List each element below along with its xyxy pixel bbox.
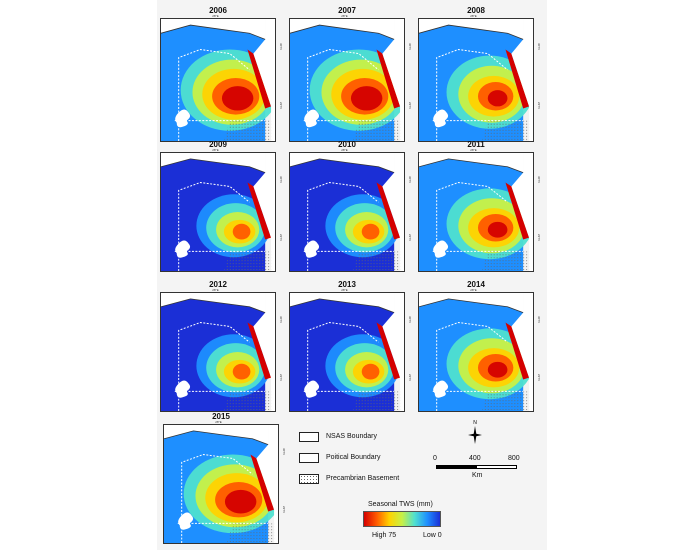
tws-map — [160, 152, 276, 272]
precambrian-basement-label: Precambrian Basement — [326, 475, 400, 482]
tws-map — [160, 18, 276, 142]
scale-bar-white — [476, 465, 517, 469]
tws-surface — [419, 293, 533, 411]
tws-map — [163, 424, 279, 544]
colorbar-high-label: High 75 — [372, 532, 397, 539]
tws-surface — [161, 19, 275, 141]
tws-surface — [290, 153, 404, 271]
tws-map — [160, 292, 276, 412]
scale-tick-400: 400 — [469, 455, 481, 462]
map-panel-2012: 2012 28°E 30°N 22°N — [160, 280, 283, 412]
lon-label: 28°E — [341, 14, 348, 18]
panel-year: 2014 — [467, 280, 485, 289]
political-boundary-swatch — [299, 453, 319, 463]
tws-surface — [290, 293, 404, 411]
lon-label: 28°E — [212, 288, 219, 292]
map-panel-2015: 2015 28°E 30°N 22°N — [163, 412, 286, 544]
tws-surface — [419, 153, 533, 271]
panel-year: 2013 — [338, 280, 356, 289]
lat-label-north: 30°N — [279, 176, 283, 183]
map-panel-2009: 2009 28°E 30°N 22°N — [160, 140, 283, 272]
scale-tick-0: 0 — [433, 455, 437, 462]
lon-label: 28°E — [215, 420, 222, 424]
scale-tick-800: 800 — [508, 455, 520, 462]
tws-map — [289, 18, 405, 142]
lat-label-south: 22°N — [408, 373, 412, 381]
tws-map — [418, 292, 534, 412]
panel-year: 2009 — [209, 140, 227, 149]
lat-label-south: 22°N — [537, 102, 541, 110]
scale-unit: Km — [472, 472, 483, 479]
tws-map — [289, 292, 405, 412]
map-panel-2014: 2014 28°E 30°N 22°N — [418, 280, 541, 412]
nsas-boundary-swatch — [299, 432, 319, 442]
nsas-boundary-label: NSAS Boundary — [326, 433, 377, 440]
lon-label: 28°E — [470, 14, 477, 18]
lat-label-south: 22°N — [279, 373, 283, 381]
lat-label-south: 22°N — [537, 233, 541, 241]
map-panel-2007: 2007 28°E 30°N 22°N — [289, 6, 412, 142]
lat-label-south: 22°N — [279, 233, 283, 241]
lat-label-south: 22°N — [282, 505, 286, 513]
colorbar — [363, 511, 441, 527]
map-panel-2008: 2008 28°E 30°N 22°N — [418, 6, 541, 142]
lat-label-north: 30°N — [279, 42, 283, 50]
map-panel-2006: 2006 28°E 30°N 22°N — [160, 6, 283, 142]
tws-map — [418, 152, 534, 272]
panel-year: 2008 — [467, 6, 485, 15]
map-panel-2010: 2010 28°E 30°N 22°N — [289, 140, 412, 272]
lat-label-north: 30°N — [537, 176, 541, 183]
panel-year: 2007 — [338, 6, 356, 15]
lon-label: 28°E — [341, 288, 348, 292]
lat-label-south: 22°N — [408, 233, 412, 241]
lon-label: 28°E — [341, 148, 348, 152]
lon-label: 28°E — [470, 288, 477, 292]
lat-label-south: 22°N — [279, 102, 283, 110]
north-label: N — [473, 420, 477, 426]
tws-surface — [161, 153, 275, 271]
lon-label: 28°E — [470, 148, 477, 152]
map-panel-2011: 2011 28°E 30°N 22°N — [418, 140, 541, 272]
lat-label-north: 30°N — [282, 448, 286, 455]
colorbar-title: Seasonal TWS (mm) — [368, 501, 433, 508]
lat-label-north: 30°N — [279, 316, 283, 323]
panel-year: 2015 — [212, 412, 230, 421]
precambrian-basement-swatch — [299, 474, 319, 484]
scale-bar-black — [436, 465, 476, 469]
panel-year: 2006 — [209, 6, 227, 15]
lon-label: 28°E — [212, 14, 219, 18]
panel-year: 2012 — [209, 280, 227, 289]
panel-year: 2011 — [467, 140, 485, 149]
tws-surface — [419, 19, 533, 141]
tws-map — [289, 152, 405, 272]
north-arrow-icon: N — [468, 420, 482, 444]
political-boundary-label: Poitical Boundary — [326, 454, 381, 461]
lat-label-north: 30°N — [537, 316, 541, 323]
lon-label: 28°E — [212, 148, 219, 152]
panel-year: 2010 — [338, 140, 356, 149]
tws-surface — [290, 19, 404, 141]
tws-surface — [161, 293, 275, 411]
tws-surface — [164, 425, 278, 543]
lat-label-north: 30°N — [408, 176, 412, 183]
lat-label-south: 22°N — [537, 373, 541, 381]
colorbar-low-label: Low 0 — [423, 532, 442, 539]
lat-label-north: 30°N — [537, 42, 541, 50]
map-panel-2013: 2013 28°E 30°N 22°N — [289, 280, 412, 412]
lat-label-north: 30°N — [408, 316, 412, 323]
tws-map — [418, 18, 534, 142]
lat-label-south: 22°N — [408, 102, 412, 110]
lat-label-north: 30°N — [408, 42, 412, 50]
